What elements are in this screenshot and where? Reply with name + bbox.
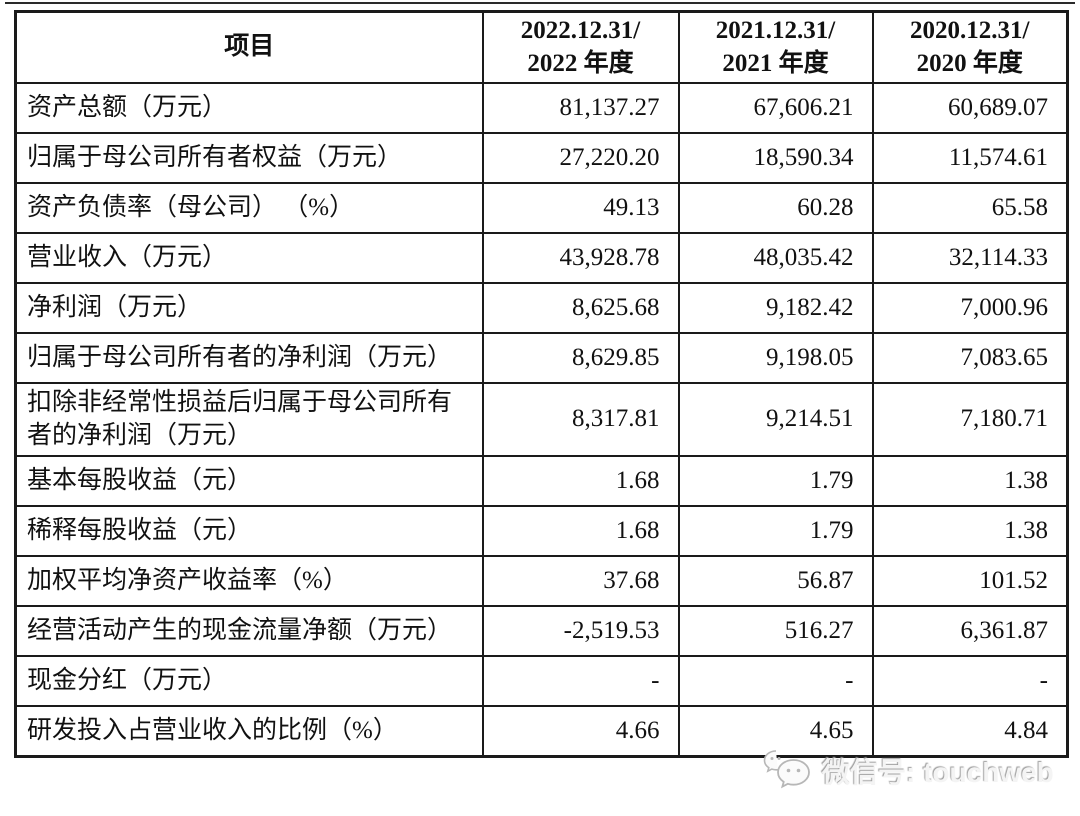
row-value-cell: 11,574.61 <box>871 132 1069 184</box>
row-value-cell: 67,606.21 <box>677 82 874 134</box>
period-year: 2022 年度 <box>527 49 634 77</box>
row-label-cell: 经营活动产生的现金流量净额（万元） <box>14 605 484 657</box>
row-value-cell: -2,519.53 <box>481 605 680 657</box>
table-row: 基本每股收益（元） 1.68 1.79 1.38 <box>14 455 1069 507</box>
top-rule-divider <box>5 2 1075 4</box>
period-date: 2021.12.31/ <box>715 17 836 44</box>
period-date: 2022.12.31/ <box>520 17 641 44</box>
watermark: 微信号: touchweb <box>762 746 1054 796</box>
column-header-period-2022: 2022.12.31/ 2022 年度 <box>481 10 680 84</box>
column-header-period-2021: 2021.12.31/ 2021 年度 <box>677 10 874 84</box>
row-value-cell: 7,000.96 <box>871 282 1069 334</box>
table-row: 扣除非经常性损益后归属于母公司所有者的净利润（万元） 8,317.81 9,21… <box>14 382 1069 457</box>
row-value-cell: 1.68 <box>481 455 680 507</box>
row-value-cell: 18,590.34 <box>677 132 874 184</box>
table-row: 资产总额（万元） 81,137.27 67,606.21 60,689.07 <box>14 82 1069 134</box>
row-value-cell: 43,928.78 <box>481 232 680 284</box>
column-header-period-2020: 2020.12.31/ 2020 年度 <box>871 10 1069 84</box>
table-row: 经营活动产生的现金流量净额（万元） -2,519.53 516.27 6,361… <box>14 605 1069 657</box>
row-label-cell: 扣除非经常性损益后归属于母公司所有者的净利润（万元） <box>14 382 484 457</box>
row-label-cell: 营业收入（万元） <box>14 232 484 284</box>
row-value-cell: 48,035.42 <box>677 232 874 284</box>
table-row: 归属于母公司所有者权益（万元） 27,220.20 18,590.34 11,5… <box>14 132 1069 184</box>
row-label-cell: 归属于母公司所有者权益（万元） <box>14 132 484 184</box>
row-value-cell: 32,114.33 <box>871 232 1069 284</box>
row-value-cell: 516.27 <box>677 605 874 657</box>
row-value-cell: 9,182.42 <box>677 282 874 334</box>
period-date: 2020.12.31/ <box>910 17 1030 44</box>
row-value-cell: 9,198.05 <box>677 332 874 384</box>
row-label-cell: 研发投入占营业收入的比例（%） <box>14 705 484 757</box>
row-value-cell: 60.28 <box>677 182 874 234</box>
column-header-item: 项目 <box>14 10 484 84</box>
row-value-cell: 1.79 <box>677 455 874 507</box>
row-value-cell: 37.68 <box>481 555 680 607</box>
table-row: 归属于母公司所有者的净利润（万元） 8,629.85 9,198.05 7,08… <box>14 332 1069 384</box>
row-value-cell: 7,083.65 <box>871 332 1069 384</box>
row-label-cell: 加权平均净资产收益率（%） <box>14 555 484 607</box>
row-value-cell: 4.65 <box>677 705 874 757</box>
table-row: 净利润（万元） 8,625.68 9,182.42 7,000.96 <box>14 282 1069 334</box>
financial-summary-table: 项目 2022.12.31/ 2022 年度 2021.12.31/ 2021 … <box>14 10 1069 758</box>
row-value-cell: 1.68 <box>481 505 680 557</box>
table-row: 加权平均净资产收益率（%） 37.68 56.87 101.52 <box>14 555 1069 607</box>
row-label-cell: 资产总额（万元） <box>14 82 484 134</box>
row-value-cell: - <box>481 655 680 707</box>
table-row: 现金分红（万元） - - - <box>14 655 1069 707</box>
row-value-cell: 1.38 <box>871 455 1069 507</box>
table-row: 研发投入占营业收入的比例（%） 4.66 4.65 4.84 <box>14 705 1069 757</box>
row-value-cell: 1.79 <box>677 505 874 557</box>
period-year: 2021 年度 <box>722 49 829 77</box>
row-value-cell: 8,317.81 <box>481 382 680 457</box>
table-row: 营业收入（万元） 43,928.78 48,035.42 32,114.33 <box>14 232 1069 284</box>
row-value-cell: - <box>871 655 1069 707</box>
row-label-cell: 净利润（万元） <box>14 282 484 334</box>
row-value-cell: 8,629.85 <box>481 332 680 384</box>
table-row: 稀释每股收益（元） 1.68 1.79 1.38 <box>14 505 1069 557</box>
row-value-cell: 101.52 <box>871 555 1069 607</box>
row-label-cell: 资产负债率（母公司） （%） <box>14 182 484 234</box>
wechat-icon <box>763 750 810 789</box>
row-label-cell: 基本每股收益（元） <box>14 455 484 507</box>
row-value-cell: 81,137.27 <box>481 82 680 134</box>
row-value-cell: 56.87 <box>677 555 874 607</box>
row-label-cell: 现金分红（万元） <box>14 655 484 707</box>
period-year: 2020 年度 <box>916 49 1023 77</box>
row-value-cell: 49.13 <box>481 182 680 234</box>
row-value-cell: 65.58 <box>871 182 1069 234</box>
row-value-cell: 60,689.07 <box>871 82 1069 134</box>
row-label-cell: 稀释每股收益（元） <box>14 505 484 557</box>
watermark-text: 微信号: touchweb <box>822 757 1054 788</box>
row-label-cell: 归属于母公司所有者的净利润（万元） <box>14 332 484 384</box>
table-header-row: 项目 2022.12.31/ 2022 年度 2021.12.31/ 2021 … <box>14 10 1069 84</box>
row-value-cell: 9,214.51 <box>677 382 874 457</box>
row-value-cell: 4.66 <box>481 705 680 757</box>
row-value-cell: 6,361.87 <box>871 605 1069 657</box>
row-value-cell: 4.84 <box>871 705 1069 757</box>
row-value-cell: 1.38 <box>871 505 1069 557</box>
row-value-cell: 8,625.68 <box>481 282 680 334</box>
row-value-cell: - <box>677 655 874 707</box>
table-row: 资产负债率（母公司） （%） 49.13 60.28 65.58 <box>14 182 1069 234</box>
row-value-cell: 27,220.20 <box>481 132 680 184</box>
row-value-cell: 7,180.71 <box>871 382 1069 457</box>
